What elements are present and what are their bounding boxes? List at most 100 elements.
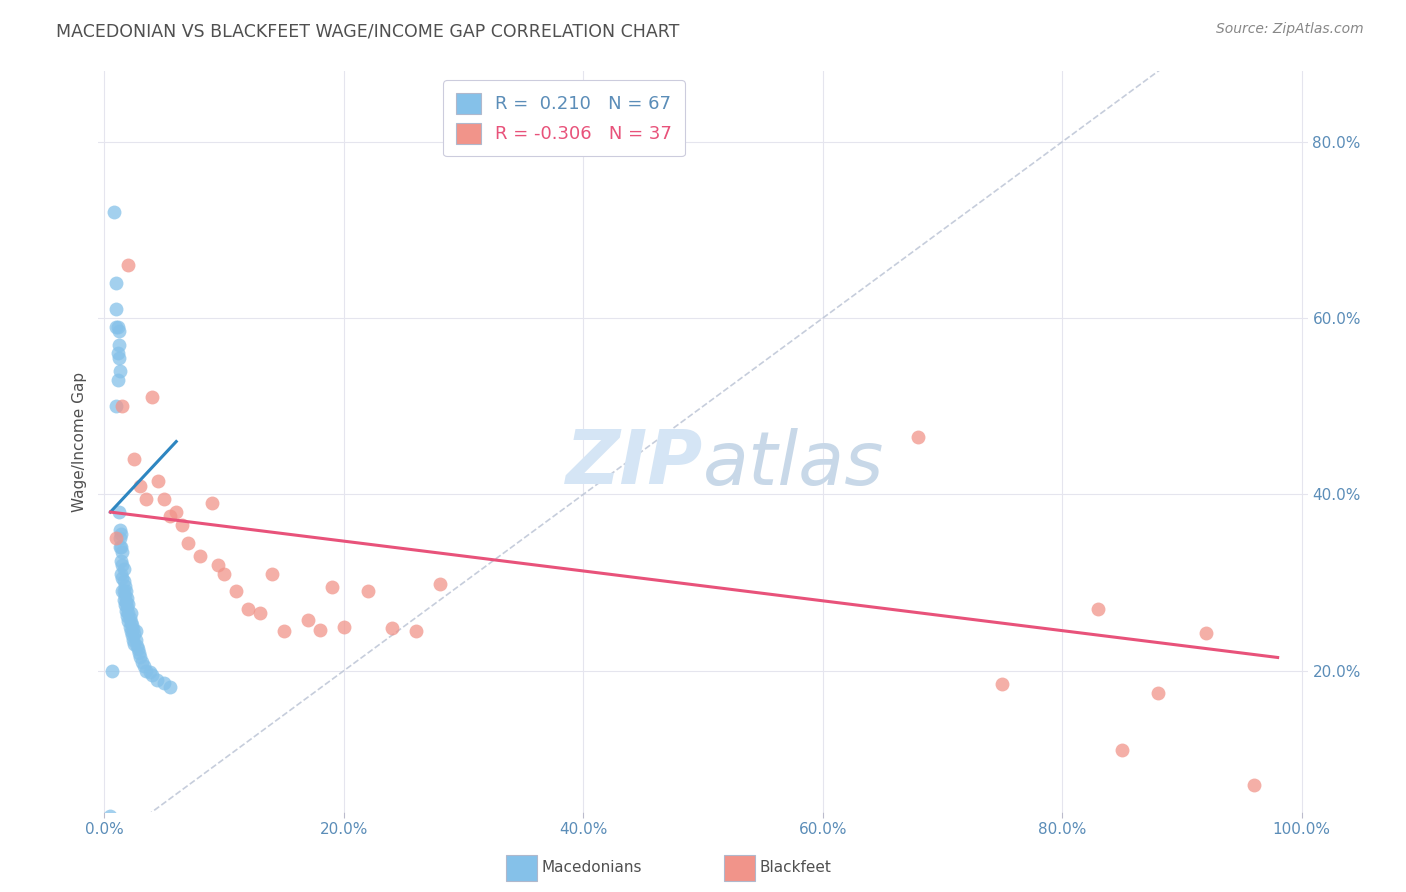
- Point: [115, 609, 138, 624]
- Point: [117, 597, 139, 611]
- Point: [103, 205, 125, 219]
- Point: [129, 649, 152, 664]
- Point: [1111, 743, 1133, 757]
- Point: [122, 622, 145, 636]
- Text: Macedonians: Macedonians: [541, 861, 641, 875]
- Point: [124, 626, 146, 640]
- Point: [118, 619, 141, 633]
- Point: [107, 351, 129, 365]
- Point: [309, 623, 332, 637]
- Point: [120, 624, 142, 638]
- Point: [110, 541, 132, 555]
- Point: [100, 809, 122, 823]
- Text: MACEDONIAN VS BLACKFEET WAGE/INCOME GAP CORRELATION CHART: MACEDONIAN VS BLACKFEET WAGE/INCOME GAP …: [56, 22, 679, 40]
- Point: [131, 655, 153, 669]
- Text: Source: ZipAtlas.com: Source: ZipAtlas.com: [1216, 22, 1364, 37]
- Point: [107, 373, 129, 387]
- Point: [405, 624, 427, 638]
- Point: [260, 566, 283, 581]
- Point: [115, 600, 138, 615]
- Point: [112, 593, 135, 607]
- Point: [110, 527, 132, 541]
- Point: [139, 665, 162, 680]
- Point: [105, 276, 128, 290]
- Point: [135, 664, 157, 678]
- Point: [177, 536, 200, 550]
- Point: [201, 496, 224, 510]
- Point: [114, 589, 136, 603]
- Point: [127, 641, 149, 656]
- Point: [107, 320, 129, 334]
- Point: [111, 571, 134, 585]
- Point: [108, 523, 131, 537]
- Point: [118, 611, 141, 625]
- Point: [112, 574, 135, 588]
- Point: [107, 346, 129, 360]
- Point: [121, 618, 143, 632]
- Point: [105, 399, 128, 413]
- Point: [115, 584, 138, 599]
- Point: [321, 580, 343, 594]
- Point: [107, 324, 129, 338]
- Point: [112, 584, 135, 599]
- Point: [141, 668, 163, 682]
- Point: [132, 659, 155, 673]
- Point: [124, 624, 146, 638]
- Point: [111, 399, 134, 413]
- Point: [114, 598, 136, 612]
- Point: [212, 566, 235, 581]
- Point: [429, 577, 451, 591]
- Point: [100, 664, 122, 678]
- Point: [120, 607, 142, 621]
- Text: ZIP: ZIP: [565, 427, 703, 500]
- Point: [117, 615, 139, 629]
- Point: [249, 607, 271, 621]
- Point: [111, 558, 134, 572]
- Point: [110, 566, 132, 581]
- Point: [105, 532, 128, 546]
- Point: [124, 632, 146, 647]
- Point: [112, 562, 135, 576]
- Point: [124, 637, 146, 651]
- Point: [110, 553, 132, 567]
- Point: [117, 607, 139, 621]
- Point: [207, 558, 229, 572]
- Point: [105, 302, 128, 317]
- Point: [159, 509, 181, 524]
- Point: [122, 632, 145, 647]
- Point: [146, 673, 169, 687]
- Point: [105, 320, 128, 334]
- Point: [172, 518, 194, 533]
- Point: [188, 549, 211, 563]
- Point: [1195, 625, 1218, 640]
- Point: [124, 452, 146, 467]
- Y-axis label: Wage/Income Gap: Wage/Income Gap: [72, 371, 87, 512]
- Point: [115, 595, 138, 609]
- Point: [125, 639, 148, 653]
- Point: [115, 591, 138, 605]
- Point: [333, 619, 356, 633]
- Point: [153, 491, 176, 506]
- Point: [165, 505, 187, 519]
- Point: [273, 624, 295, 638]
- Point: [114, 579, 136, 593]
- Point: [1087, 602, 1109, 616]
- Point: [117, 258, 139, 272]
- Point: [159, 680, 181, 694]
- Point: [115, 604, 138, 618]
- Point: [381, 621, 404, 635]
- Point: [148, 474, 170, 488]
- Point: [141, 391, 163, 405]
- Point: [111, 584, 134, 599]
- Point: [991, 677, 1014, 691]
- Point: [236, 602, 259, 616]
- Point: [108, 532, 131, 546]
- Point: [129, 478, 152, 492]
- Point: [128, 646, 150, 660]
- Point: [135, 491, 157, 506]
- Point: [1147, 686, 1170, 700]
- Point: [120, 615, 142, 630]
- Text: atlas: atlas: [703, 428, 884, 500]
- Point: [108, 541, 131, 555]
- Point: [907, 430, 929, 444]
